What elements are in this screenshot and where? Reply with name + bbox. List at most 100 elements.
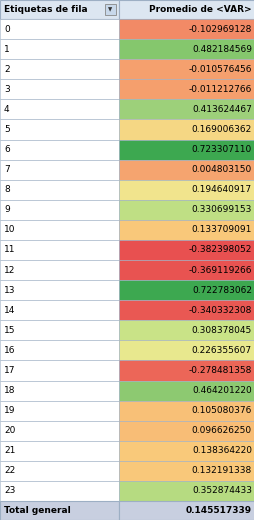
Text: 17: 17 bbox=[4, 366, 15, 375]
Bar bbox=[0, 360, 118, 381]
Bar bbox=[0, 441, 118, 461]
Bar bbox=[0, 0, 118, 19]
Text: 8: 8 bbox=[4, 185, 10, 194]
Text: 0.413624467: 0.413624467 bbox=[191, 105, 251, 114]
Bar bbox=[0, 160, 118, 180]
Text: -0.340332308: -0.340332308 bbox=[188, 306, 251, 315]
Text: 0.004803150: 0.004803150 bbox=[191, 165, 251, 174]
Text: 3: 3 bbox=[4, 85, 10, 94]
Bar bbox=[0, 481, 118, 501]
Text: 0.096626250: 0.096626250 bbox=[191, 426, 251, 435]
Bar bbox=[0, 280, 118, 300]
Bar bbox=[0, 180, 118, 200]
Bar bbox=[0, 139, 118, 160]
Text: 0.722783062: 0.722783062 bbox=[191, 285, 251, 295]
Text: 2: 2 bbox=[4, 64, 10, 74]
Text: 0.138364220: 0.138364220 bbox=[191, 446, 251, 456]
Text: 1: 1 bbox=[4, 45, 10, 54]
Text: -0.102969128: -0.102969128 bbox=[188, 24, 251, 34]
Bar bbox=[104, 4, 115, 15]
Text: 0.169006362: 0.169006362 bbox=[191, 125, 251, 134]
Text: 19: 19 bbox=[4, 406, 15, 415]
Bar bbox=[0, 260, 118, 280]
Bar bbox=[118, 381, 254, 400]
Bar bbox=[118, 200, 254, 220]
Bar bbox=[118, 461, 254, 481]
Text: 22: 22 bbox=[4, 466, 15, 475]
Bar bbox=[0, 99, 118, 120]
Text: 0.132191338: 0.132191338 bbox=[191, 466, 251, 475]
Bar bbox=[118, 120, 254, 139]
Bar bbox=[0, 501, 118, 520]
Bar bbox=[0, 300, 118, 320]
Bar bbox=[0, 320, 118, 340]
Bar bbox=[0, 19, 118, 39]
Bar bbox=[0, 461, 118, 481]
Text: 0.194640917: 0.194640917 bbox=[191, 185, 251, 194]
Bar bbox=[0, 59, 118, 79]
Bar bbox=[118, 220, 254, 240]
Bar bbox=[118, 421, 254, 441]
Text: 12: 12 bbox=[4, 266, 15, 275]
Bar bbox=[0, 340, 118, 360]
Text: -0.278481358: -0.278481358 bbox=[188, 366, 251, 375]
Text: 16: 16 bbox=[4, 346, 15, 355]
Bar bbox=[118, 139, 254, 160]
Text: 21: 21 bbox=[4, 446, 15, 456]
Text: 11: 11 bbox=[4, 245, 15, 254]
Text: 0.464201220: 0.464201220 bbox=[192, 386, 251, 395]
Bar bbox=[0, 400, 118, 421]
Bar bbox=[118, 280, 254, 300]
Bar bbox=[118, 240, 254, 260]
Text: -0.010576456: -0.010576456 bbox=[188, 64, 251, 74]
Bar bbox=[118, 0, 254, 19]
Text: 0.226355607: 0.226355607 bbox=[191, 346, 251, 355]
Text: 15: 15 bbox=[4, 326, 15, 335]
Bar bbox=[118, 481, 254, 501]
Text: Total general: Total general bbox=[4, 506, 70, 515]
Bar bbox=[118, 59, 254, 79]
Bar bbox=[118, 360, 254, 381]
Bar bbox=[118, 501, 254, 520]
Bar bbox=[118, 340, 254, 360]
Bar bbox=[118, 99, 254, 120]
Text: 4: 4 bbox=[4, 105, 10, 114]
Text: 0.105080376: 0.105080376 bbox=[191, 406, 251, 415]
Text: 10: 10 bbox=[4, 225, 15, 235]
Text: 0.482184569: 0.482184569 bbox=[191, 45, 251, 54]
Bar bbox=[0, 240, 118, 260]
Bar bbox=[118, 300, 254, 320]
Text: 20: 20 bbox=[4, 426, 15, 435]
Text: 5: 5 bbox=[4, 125, 10, 134]
Text: -0.011212766: -0.011212766 bbox=[188, 85, 251, 94]
Text: ▼: ▼ bbox=[107, 7, 112, 12]
Bar bbox=[0, 120, 118, 139]
Text: Promedio de <VAR>: Promedio de <VAR> bbox=[149, 5, 251, 14]
Text: 0.133709091: 0.133709091 bbox=[191, 225, 251, 235]
Text: -0.369119266: -0.369119266 bbox=[188, 266, 251, 275]
Text: 6: 6 bbox=[4, 145, 10, 154]
Text: 18: 18 bbox=[4, 386, 15, 395]
Bar bbox=[118, 79, 254, 99]
Text: -0.382398052: -0.382398052 bbox=[188, 245, 251, 254]
Bar bbox=[0, 381, 118, 400]
Bar bbox=[118, 441, 254, 461]
Text: 0.723307110: 0.723307110 bbox=[191, 145, 251, 154]
Bar bbox=[0, 39, 118, 59]
Text: 0.352874433: 0.352874433 bbox=[191, 486, 251, 496]
Bar bbox=[118, 180, 254, 200]
Text: 0.145517339: 0.145517339 bbox=[185, 506, 251, 515]
Bar bbox=[118, 320, 254, 340]
Text: 7: 7 bbox=[4, 165, 10, 174]
Bar bbox=[0, 200, 118, 220]
Bar bbox=[118, 400, 254, 421]
Bar bbox=[118, 39, 254, 59]
Text: 23: 23 bbox=[4, 486, 15, 496]
Text: 0.330699153: 0.330699153 bbox=[191, 205, 251, 214]
Bar bbox=[0, 220, 118, 240]
Bar bbox=[118, 260, 254, 280]
Text: 0.308378045: 0.308378045 bbox=[191, 326, 251, 335]
Bar bbox=[118, 160, 254, 180]
Bar bbox=[0, 79, 118, 99]
Text: 13: 13 bbox=[4, 285, 15, 295]
